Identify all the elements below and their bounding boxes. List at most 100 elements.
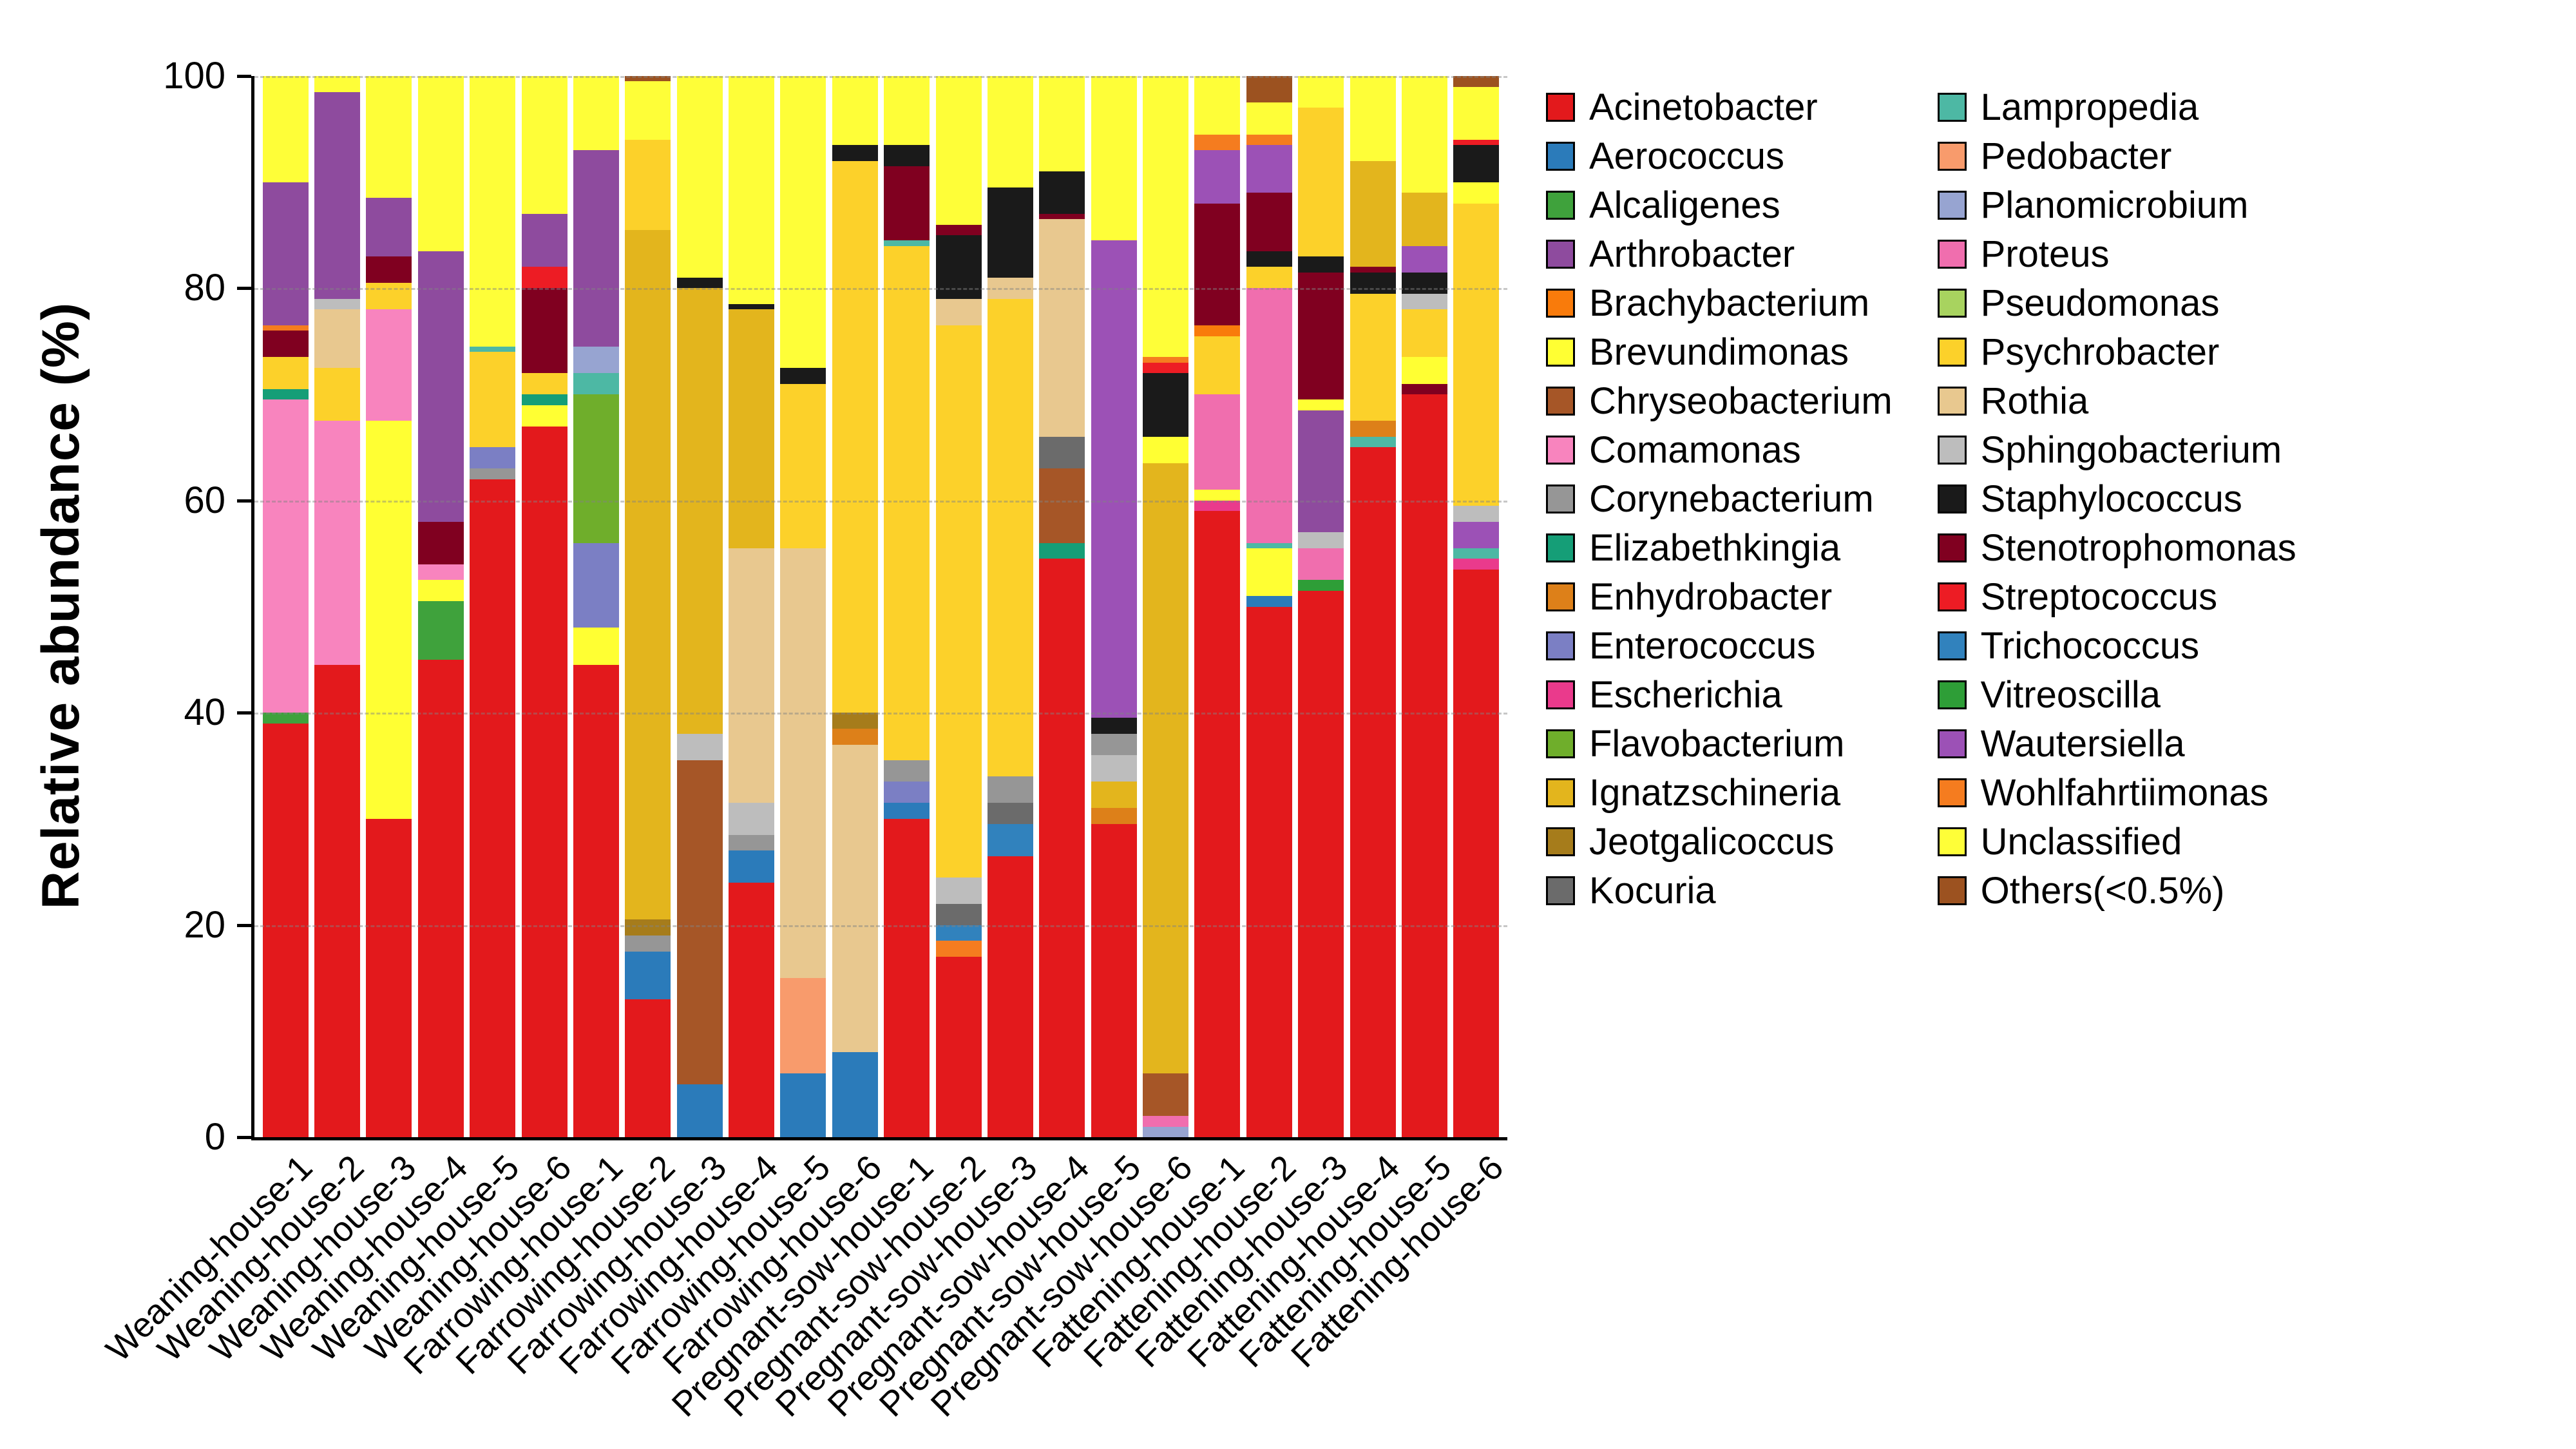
bar-segment-sphingobacterium	[1453, 506, 1500, 522]
legend-swatch-icon	[1546, 386, 1575, 416]
bar-segment-acinetobacter	[1194, 511, 1241, 1137]
bar-segment-aerococcus	[676, 1084, 723, 1137]
stacked-bar-pregnant-sow-house-5	[1091, 76, 1137, 1137]
bar-segment-rothia	[987, 277, 1033, 299]
bar-segment-ignatzschineria	[1401, 193, 1447, 246]
legend-item-arthrobacter: Arthrobacter	[1546, 229, 1893, 278]
stacked-bar-fattening-house-2	[1246, 76, 1292, 1137]
bar-segment-staphylococcus	[832, 145, 878, 161]
stacked-bar-pregnant-sow-house-1	[884, 76, 930, 1137]
bar-segment-staphylococcus	[987, 187, 1033, 278]
bar-segment-unclassified	[935, 76, 982, 225]
bar-segment-psychrobacter	[884, 245, 930, 761]
legend-swatch-icon	[1546, 680, 1575, 709]
stacked-bar-pregnant-sow-house-3	[987, 76, 1033, 1137]
legend-item-trichococcus: Trichococcus	[1937, 621, 2296, 670]
legend-item-enterococcus: Enterococcus	[1546, 621, 1893, 670]
bar-segment-acinetobacter	[573, 665, 619, 1137]
bar-segment-wohlfahrtiimonas	[262, 325, 309, 331]
bar-segment-acinetobacter	[1298, 590, 1344, 1137]
bar-segment-staphylococcus	[1298, 256, 1344, 273]
bar-segment-acinetobacter	[1246, 606, 1292, 1137]
legend-item-vitreoscilla: Vitreoscilla	[1937, 670, 2296, 719]
stacked-bar-fattening-house-3	[1298, 76, 1344, 1137]
bar-segment-unclassified	[1194, 76, 1241, 135]
y-tick-mark	[237, 711, 251, 715]
bar-segment-stenotrophomonas	[1401, 383, 1447, 395]
bar-segment-lampropedia	[470, 347, 516, 352]
bar-segment-unclassified	[884, 76, 930, 146]
bar-segment-unclassified	[1298, 76, 1344, 108]
y-tick-mark	[237, 499, 251, 503]
stacked-bar-weaning-house-2	[314, 76, 361, 1137]
bar-segment-stenotrophomonas	[935, 224, 982, 236]
stacked-bar-weaning-house-5	[470, 76, 516, 1137]
bar-segment-staphylococcus	[1453, 145, 1500, 182]
bar-segment-psychrobacter	[314, 367, 361, 421]
legend-label: Jeotgalicoccus	[1589, 820, 1835, 863]
stacked-bar-fattening-house-6	[1453, 76, 1500, 1137]
bar-segment-acinetobacter	[1453, 569, 1500, 1137]
bar-segment-staphylococcus	[676, 277, 723, 289]
bar-segment-enhydrobacter	[1091, 808, 1137, 825]
legend-label: Brevundimonas	[1589, 331, 1849, 373]
bar-segment-wohlfahrtiimonas	[1246, 134, 1292, 146]
y-tick-mark	[237, 1136, 251, 1139]
plot-area: 0 20 40 60 80 100 Weaning-house-1 Weaning-hous…	[99, 56, 1511, 1425]
bar-segment-acinetobacter	[625, 999, 671, 1137]
legend-label: Pedobacter	[1980, 135, 2172, 177]
bar-segment-lampropedia	[884, 240, 930, 246]
legend-label: Comamonas	[1589, 428, 1801, 471]
bar-segment-aerococcus	[884, 803, 930, 819]
legend-item-others-0-5-: Others(<0.5%)	[1937, 866, 2296, 915]
bar-segment-flavobacterium	[573, 394, 619, 543]
legend-item-ignatzschineria: Ignatzschineria	[1546, 768, 1893, 817]
legend-swatch-icon	[1937, 484, 1967, 513]
y-tick-label: 80	[184, 267, 225, 309]
legend-item-pseudomonas: Pseudomonas	[1937, 278, 2296, 327]
bar-segment-brevundimonas	[417, 580, 464, 602]
legend-item-brevundimonas: Brevundimonas	[1546, 327, 1893, 376]
legend-label: Enterococcus	[1589, 624, 1816, 667]
legend-item-corynebacterium: Corynebacterium	[1546, 474, 1893, 523]
x-axis-labels: Weaning-house-1 Weaning-house-2 Weaning-ho…	[99, 1137, 1511, 1446]
legend-swatch-icon	[1937, 337, 1967, 367]
bar-segment-unclassified	[366, 76, 412, 198]
bar-segment-stenotrophomonas	[521, 288, 568, 374]
bar-segment-proteus	[1194, 394, 1241, 490]
legend-item-unclassified: Unclassified	[1937, 817, 2296, 866]
legend-swatch-icon	[1546, 876, 1575, 905]
stacked-bar-weaning-house-6	[521, 76, 568, 1137]
legend-label: Corynebacterium	[1589, 477, 1874, 520]
bar-segment-unclassified	[1350, 76, 1396, 161]
bar-segment-trichococcus	[935, 925, 982, 941]
bar-segment-stenotrophomonas	[366, 256, 412, 283]
bar-segment-staphylococcus	[780, 367, 826, 384]
bar-segment-stenotrophomonas	[1350, 267, 1396, 273]
y-tick-label: 40	[184, 691, 225, 734]
bar-segment-unclassified	[573, 76, 619, 151]
bar-segment-psychrobacter	[1401, 309, 1447, 358]
bar-segment-brevundimonas	[521, 405, 568, 427]
legend-label: Acinetobacter	[1589, 86, 1818, 128]
bar-segment-sphingobacterium	[729, 803, 775, 835]
bar-segment-unclassified	[676, 76, 723, 278]
bar-segment-comamonas	[366, 309, 412, 421]
bar-segment-staphylococcus	[1401, 272, 1447, 294]
bar-segment-acinetobacter	[1401, 394, 1447, 1137]
legend-swatch-icon	[1546, 778, 1575, 807]
legend-swatch-icon	[1546, 827, 1575, 856]
bar-segment-kocuria	[1039, 437, 1085, 469]
bar-segment-stenotrophomonas	[884, 166, 930, 241]
legend-swatch-icon	[1546, 484, 1575, 513]
bar-segment-ignatzschineria	[729, 309, 775, 548]
stacked-bar-farrowing-house-1	[573, 76, 619, 1137]
legend-label: Staphylococcus	[1980, 477, 2242, 520]
bar-segment-enhydrobacter	[1350, 421, 1396, 437]
bar-segment-kocuria	[935, 903, 982, 925]
legend-item-lampropedia: Lampropedia	[1937, 82, 2296, 131]
bar-segment-others-0-5-	[625, 76, 671, 82]
bar-segment-jeotgalicoccus	[832, 713, 878, 729]
bar-segment-others-0-5-	[1246, 76, 1292, 103]
bar-segment-acinetobacter	[729, 882, 775, 1137]
